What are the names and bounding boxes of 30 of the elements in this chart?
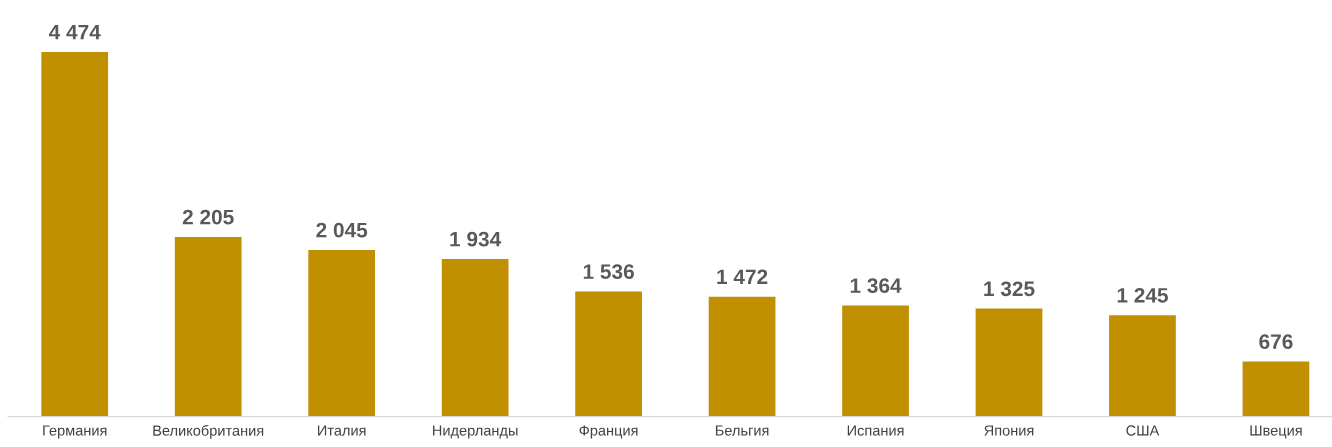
data-label: 1 245 xyxy=(1117,287,1168,303)
data-label: 1 472 xyxy=(717,269,768,284)
data-label: 4 474 xyxy=(48,24,101,40)
x-tick-label: США xyxy=(1126,425,1160,436)
bar xyxy=(174,236,242,417)
data-label: 676 xyxy=(1259,334,1293,350)
bar xyxy=(1242,361,1310,417)
bar xyxy=(708,296,776,417)
x-tick-label: Бельгия xyxy=(715,425,769,436)
data-label: 1 325 xyxy=(984,281,1035,297)
x-tick-label: Нидерланды xyxy=(433,425,518,439)
bar xyxy=(308,249,376,417)
data-label: 1 536 xyxy=(583,264,634,279)
x-tick-label: Швеция xyxy=(1250,425,1302,439)
data-label: 2 045 xyxy=(316,222,368,238)
x-tick-label: Испания xyxy=(847,425,904,436)
data-label: 2 205 xyxy=(182,209,234,225)
x-tick-label: Великобритания xyxy=(153,424,264,439)
bar xyxy=(1109,315,1176,417)
bar xyxy=(842,305,909,417)
x-tick-label: Италия xyxy=(318,425,366,436)
bar xyxy=(441,258,509,417)
bar xyxy=(575,291,642,417)
data-label: 1 364 xyxy=(850,278,902,294)
x-tick-label: Франция xyxy=(579,425,638,439)
bar xyxy=(41,51,109,417)
data-label: 1 934 xyxy=(450,231,502,247)
bar xyxy=(975,308,1043,417)
x-tick-label: Япония xyxy=(984,425,1034,436)
x-tick-label: Германия xyxy=(43,425,107,439)
